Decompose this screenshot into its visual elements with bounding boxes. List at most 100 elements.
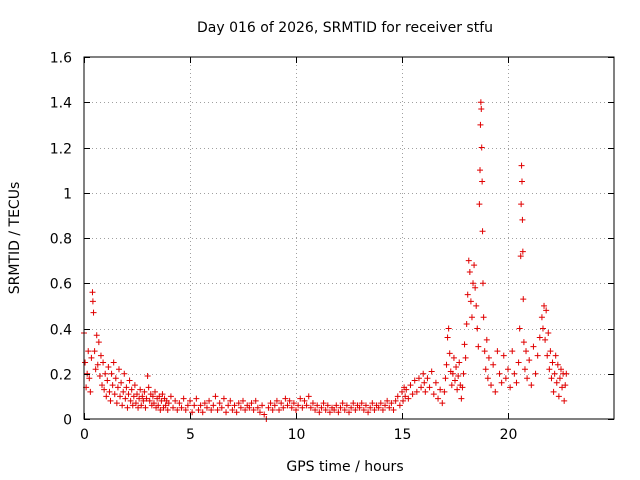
data-point	[536, 334, 543, 341]
data-point	[502, 375, 509, 382]
data-point	[542, 336, 549, 343]
data-point	[459, 384, 466, 391]
data-point	[471, 262, 478, 269]
chart-title: Day 016 of 2026, SRMTID for receiver stf…	[197, 20, 493, 36]
data-point	[155, 402, 162, 409]
data-point	[265, 404, 272, 411]
data-point	[523, 348, 530, 355]
data-point	[375, 404, 382, 411]
data-point	[379, 406, 386, 413]
data-point	[115, 366, 122, 373]
data-point	[111, 391, 118, 398]
data-point	[137, 386, 144, 393]
data-point	[422, 388, 429, 395]
data-point	[189, 409, 196, 416]
data-point	[435, 395, 442, 402]
data-point	[477, 167, 484, 174]
data-point	[142, 404, 149, 411]
data-point	[470, 280, 477, 287]
data-point	[150, 400, 157, 407]
data-point	[96, 373, 103, 380]
data-point	[464, 291, 471, 298]
data-point	[103, 393, 110, 400]
data-point	[195, 406, 202, 413]
data-point	[156, 393, 163, 400]
data-point	[114, 384, 121, 391]
y-tick-label: 0.8	[50, 232, 72, 248]
data-point	[290, 400, 297, 407]
data-point	[550, 388, 557, 395]
data-point	[246, 404, 253, 411]
data-point	[539, 325, 546, 332]
data-point	[87, 388, 94, 395]
data-point	[187, 397, 193, 404]
data-point	[516, 325, 523, 332]
data-point	[538, 314, 545, 321]
data-point	[390, 406, 397, 413]
y-tick-label: 1	[63, 187, 72, 203]
data-point	[314, 402, 321, 409]
data-point	[172, 397, 179, 404]
data-point	[252, 397, 259, 404]
x-tick-label: 5	[186, 427, 195, 443]
data-point	[439, 400, 446, 407]
data-point	[475, 343, 482, 350]
data-point	[396, 402, 403, 409]
data-point	[430, 391, 437, 398]
data-point	[543, 307, 550, 314]
y-tick-label: 1.6	[50, 51, 72, 67]
data-point	[165, 400, 172, 407]
data-point	[124, 404, 131, 411]
data-point	[280, 404, 287, 411]
data-point	[362, 402, 369, 409]
data-point	[463, 320, 470, 327]
data-point	[453, 363, 460, 370]
data-point	[554, 361, 561, 368]
data-point	[180, 395, 187, 402]
data-point	[377, 400, 384, 407]
data-point	[518, 162, 525, 169]
data-point	[101, 386, 108, 393]
x-tick-label: 0	[80, 427, 89, 443]
data-point	[170, 404, 177, 411]
data-point	[548, 375, 555, 382]
data-point	[517, 253, 524, 260]
data-point	[424, 375, 431, 382]
data-point	[129, 402, 136, 409]
x-tick-label: 15	[394, 427, 412, 443]
data-point	[248, 400, 255, 407]
data-point	[261, 411, 268, 418]
data-point	[545, 330, 552, 337]
data-point	[282, 395, 289, 402]
data-points	[81, 99, 570, 422]
data-point	[526, 357, 533, 364]
data-point	[254, 404, 261, 411]
data-point	[212, 393, 219, 400]
data-point	[555, 393, 562, 400]
data-point	[490, 361, 497, 368]
data-point	[449, 370, 456, 377]
data-point	[480, 314, 487, 321]
data-point	[465, 257, 472, 264]
data-point	[104, 377, 111, 384]
data-point	[141, 388, 148, 395]
data-point	[488, 382, 495, 389]
data-point	[295, 402, 302, 409]
data-point	[454, 386, 461, 393]
y-axis-label: SRMTID / TECUs	[7, 182, 23, 295]
data-point	[400, 397, 407, 404]
data-point	[144, 373, 151, 380]
data-point	[339, 400, 346, 407]
data-point	[441, 388, 448, 395]
data-point	[476, 201, 483, 208]
data-point	[122, 395, 129, 402]
data-point	[127, 397, 134, 404]
data-point	[479, 228, 486, 235]
data-point	[216, 400, 223, 407]
data-point	[199, 409, 206, 416]
data-point	[405, 395, 412, 402]
data-point	[384, 397, 391, 404]
data-point	[467, 298, 474, 305]
data-point	[278, 400, 285, 407]
